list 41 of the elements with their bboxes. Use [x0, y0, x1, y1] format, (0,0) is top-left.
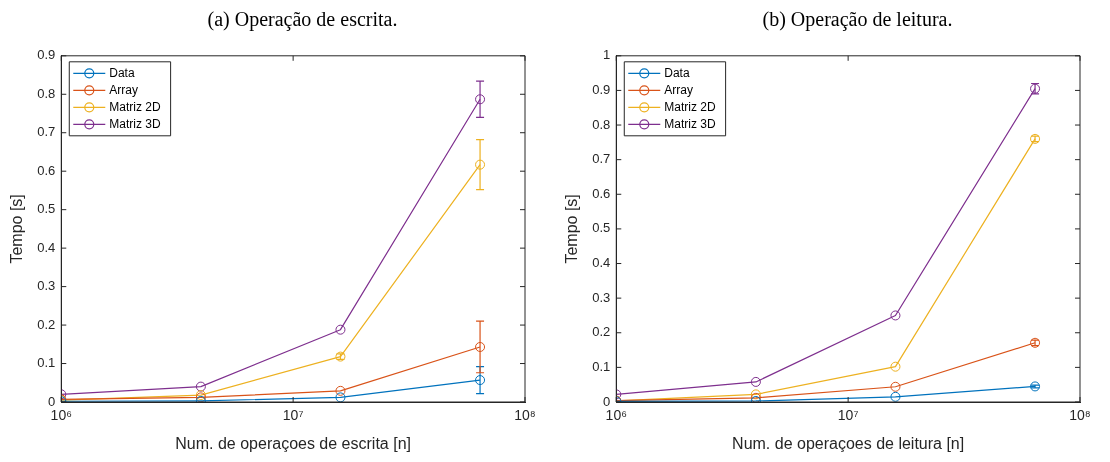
y-tick-label: 0.6: [37, 162, 56, 178]
y-tick-label: 0.7: [37, 124, 56, 140]
legend-label: Array: [664, 82, 693, 97]
y-tick-label: 0.4: [592, 255, 611, 271]
x-axis-title: Num. de operaçoes de leitura [n]: [732, 434, 965, 452]
y-tick-label: 1: [603, 47, 611, 63]
y-axis-title: Tempo [s]: [8, 194, 26, 264]
y-tick-label: 0.5: [37, 201, 56, 217]
y-tick-label: 0.6: [592, 185, 611, 201]
x-tick-label: 10⁸: [1069, 407, 1091, 424]
legend-label: Array: [109, 82, 138, 97]
chart-title: (b) Operação de leitura.: [761, 7, 954, 33]
legend-label: Matriz 3D: [109, 116, 161, 131]
y-tick-label: 0.3: [592, 289, 611, 305]
y-tick-label: 0.8: [37, 85, 56, 101]
x-tick-label: 10⁷: [837, 407, 859, 424]
legend-label: Matriz 2D: [109, 99, 161, 114]
y-tick-label: 0.9: [37, 47, 56, 63]
y-tick-label: 0.7: [592, 151, 611, 167]
y-tick-label: 0.8: [592, 116, 611, 132]
y-tick-label: 0.5: [592, 220, 611, 236]
legend-label: Data: [664, 65, 690, 80]
y-tick-label: 0.1: [37, 355, 56, 371]
x-tick-label: 10⁸: [514, 407, 536, 424]
y-tick-label: 0.4: [37, 239, 56, 255]
y-tick-label: 0.1: [592, 358, 611, 374]
y-tick-label: 0.2: [37, 316, 56, 332]
y-tick-label: 0.9: [592, 82, 611, 97]
chart-title: (a) Operação de escrita.: [206, 7, 399, 33]
x-tick-label: 10⁶: [50, 407, 72, 424]
y-tick-label: 0.3: [37, 278, 56, 294]
y-tick-label: 0: [48, 393, 56, 409]
y-axis-title: Tempo [s]: [563, 194, 581, 264]
y-tick-label: 0.2: [592, 324, 611, 340]
legend-label: Matriz 2D: [664, 99, 716, 114]
x-tick-label: 10⁶: [605, 407, 627, 424]
x-tick-label: 10⁷: [282, 407, 304, 424]
legend-label: Data: [109, 65, 135, 80]
x-axis-title: Num. de operaçoes de escrita [n]: [175, 434, 411, 452]
legend-label: Matriz 3D: [664, 116, 716, 131]
y-tick-label: 0: [603, 393, 611, 409]
